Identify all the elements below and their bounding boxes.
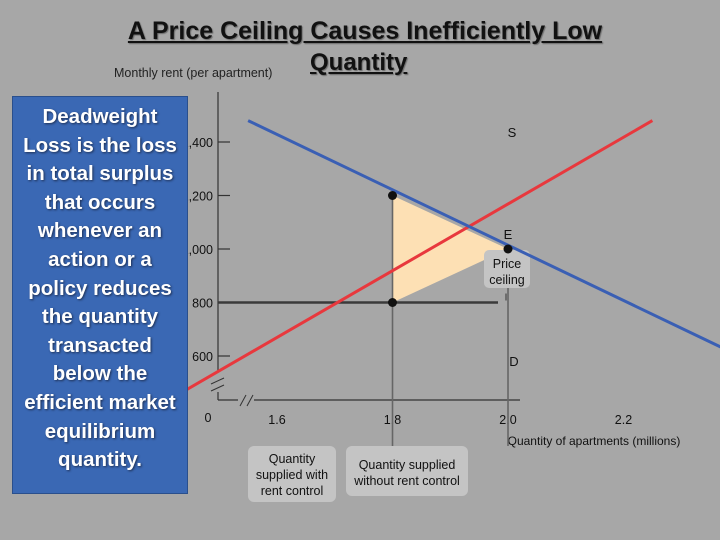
annotation-line: Quantity — [269, 452, 316, 466]
annotation-line: supplied with — [256, 468, 328, 482]
y-axis-break — [210, 384, 225, 392]
callout-line: whenever an — [37, 219, 163, 243]
price-ceiling-label-box — [484, 250, 530, 288]
callout-line: policy reduces — [28, 276, 172, 300]
deadweight-loss-area — [392, 195, 508, 303]
x-axis-break — [246, 394, 254, 407]
data-point — [388, 191, 397, 200]
data-point — [388, 298, 397, 307]
demand-label: D — [509, 354, 518, 369]
annotation-line: without rent control — [353, 474, 460, 488]
callout-line: Deadweight — [42, 105, 158, 128]
x-tick-label: 2.2 — [615, 413, 632, 427]
callout-line: below the — [52, 362, 148, 386]
price-ceiling-label: Price ceiling — [489, 257, 524, 287]
equilibrium-label: E — [504, 227, 513, 242]
callout-line: efficient market — [24, 390, 176, 414]
x-tick-label: 1.6 — [268, 413, 285, 427]
y-tick-label: 800 — [192, 297, 213, 311]
callout-line: transacted — [48, 333, 152, 357]
supply-label: S — [508, 125, 517, 140]
annotation-box — [248, 446, 336, 502]
demand-curve — [247, 119, 720, 349]
callout-line: Loss is the loss — [23, 133, 177, 157]
supply-curve — [160, 119, 654, 406]
x-axis-label: Quantity of apartments (millions) — [508, 434, 681, 448]
y-tick-label: 600 — [192, 350, 213, 364]
callout-line: the quantity — [41, 305, 159, 329]
quantity-annotation: Quantity supplied with rent control — [256, 452, 328, 498]
title-line-2: Quantity — [310, 49, 408, 76]
annotation-line: rent control — [261, 484, 324, 498]
y-axis-label: Monthly rent (per apartment) — [114, 66, 273, 80]
callout-line: quantity. — [58, 448, 142, 472]
deadweight-loss-callout: Deadweight Loss is the loss in total surpl… — [12, 96, 188, 494]
data-point — [503, 244, 513, 254]
y-axis-break — [210, 377, 225, 385]
annotation-box — [346, 446, 468, 496]
callout-line: action or a — [48, 247, 152, 271]
x-axis-break — [239, 394, 247, 407]
callout-line: in total surplus — [26, 162, 174, 186]
callout-line: equilibrium — [44, 419, 156, 443]
origin-label: 0 — [205, 411, 212, 425]
title-line-1: A Price Ceiling Causes Inefficiently Low — [127, 17, 603, 45]
quantity-annotation: Quantity supplied without rent control — [353, 458, 460, 488]
callout-line: that occurs — [44, 190, 156, 214]
annotation-line: Quantity supplied — [359, 458, 456, 472]
